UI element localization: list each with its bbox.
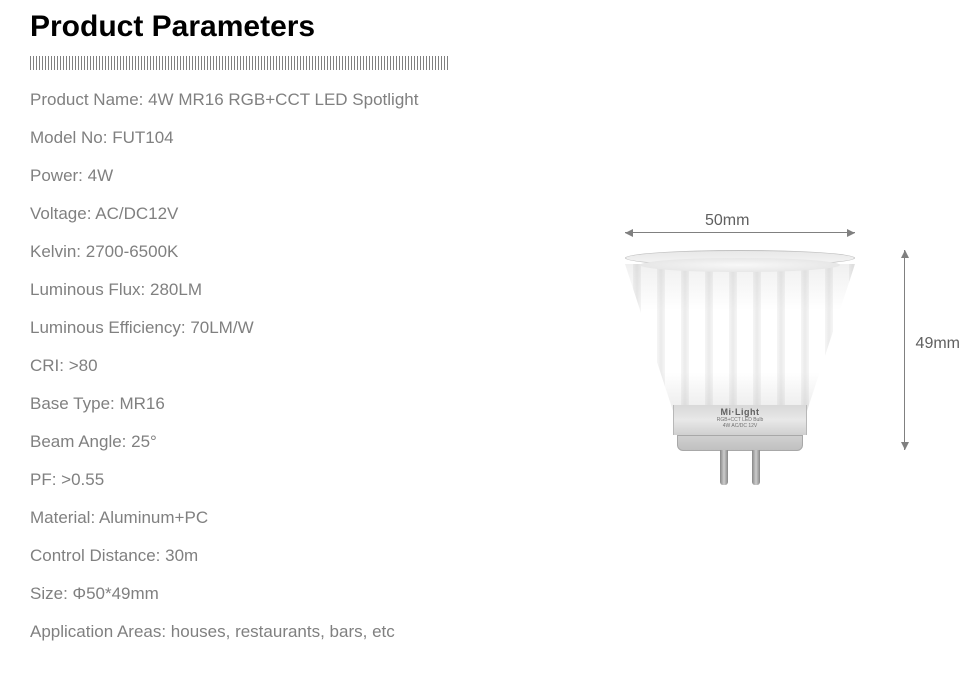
spec-row: Control Distance: 30m (30, 546, 930, 566)
spec-row: Size: Φ50*49mm (30, 584, 930, 604)
width-dimension-label: 50mm (705, 212, 749, 230)
bulb-illustration: Mi·Light RGB+CCT LED Bulb 4W AC/DC 12V (625, 250, 855, 480)
bulb-base (677, 435, 803, 451)
bulb-ribs (625, 264, 855, 419)
spec-row: Model No: FUT104 (30, 128, 930, 148)
bulb-pin-left (720, 450, 728, 485)
page-title: Product Parameters (30, 10, 930, 44)
brand-name: Mi·Light (674, 407, 806, 417)
height-dimension-label: 49mm (916, 335, 960, 353)
bulb-lens (640, 258, 840, 272)
height-dimension-arrow (904, 250, 905, 450)
product-diagram: 50mm 49mm Mi·Light RGB+CCT LED Bulb 4W A… (590, 220, 920, 480)
width-dimension-arrow (625, 232, 855, 233)
spec-row: Power: 4W (30, 166, 930, 186)
spec-row: Product Name: 4W MR16 RGB+CCT LED Spotli… (30, 90, 930, 110)
bulb-pin-right (752, 450, 760, 485)
spec-row: Application Areas: houses, restaurants, … (30, 622, 930, 642)
bulb-label-band: Mi·Light RGB+CCT LED Bulb 4W AC/DC 12V (673, 405, 807, 435)
spec-row: Material: Aluminum+PC (30, 508, 930, 528)
bulb-body (625, 264, 855, 419)
title-divider (30, 56, 450, 70)
brand-sub-line2: 4W AC/DC 12V (674, 423, 806, 429)
